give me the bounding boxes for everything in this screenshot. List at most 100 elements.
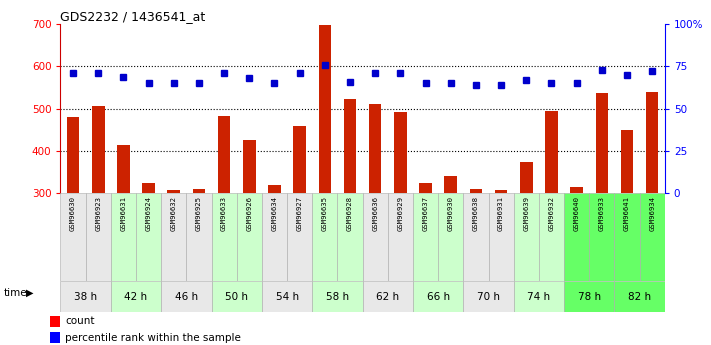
Bar xyxy=(85,193,111,281)
Bar xyxy=(470,189,482,193)
Bar xyxy=(343,99,356,193)
Bar xyxy=(387,193,413,281)
Bar xyxy=(111,281,161,312)
Text: GSM96636: GSM96636 xyxy=(372,196,378,231)
Bar xyxy=(640,193,665,281)
Text: 82 h: 82 h xyxy=(628,292,651,302)
Text: 50 h: 50 h xyxy=(225,292,248,302)
Bar xyxy=(646,92,658,193)
Text: GSM96926: GSM96926 xyxy=(246,196,252,231)
Bar xyxy=(363,281,413,312)
Text: GSM96633: GSM96633 xyxy=(221,196,227,231)
Bar xyxy=(294,126,306,193)
Text: GSM96933: GSM96933 xyxy=(599,196,605,231)
Bar xyxy=(212,193,237,281)
Bar xyxy=(50,332,60,343)
Text: GSM96641: GSM96641 xyxy=(624,196,630,231)
Bar xyxy=(520,161,533,193)
Bar xyxy=(117,145,129,193)
Bar xyxy=(319,26,331,193)
Text: GSM96639: GSM96639 xyxy=(523,196,529,231)
Bar xyxy=(338,193,363,281)
Bar xyxy=(268,185,281,193)
Bar xyxy=(111,193,136,281)
Bar xyxy=(136,193,161,281)
Bar xyxy=(444,176,457,193)
Bar xyxy=(312,281,363,312)
Text: GSM96637: GSM96637 xyxy=(422,196,429,231)
Bar xyxy=(539,193,564,281)
Bar xyxy=(488,193,514,281)
Bar xyxy=(564,193,589,281)
Text: time: time xyxy=(4,288,27,298)
Text: 74 h: 74 h xyxy=(528,292,550,302)
Text: GSM96928: GSM96928 xyxy=(347,196,353,231)
Text: 66 h: 66 h xyxy=(427,292,450,302)
Text: 62 h: 62 h xyxy=(376,292,400,302)
Bar xyxy=(243,140,255,193)
Text: GSM96923: GSM96923 xyxy=(95,196,101,231)
Text: GSM96638: GSM96638 xyxy=(473,196,479,231)
Text: GSM96925: GSM96925 xyxy=(196,196,202,231)
Text: GSM96924: GSM96924 xyxy=(146,196,151,231)
Text: GSM96634: GSM96634 xyxy=(272,196,277,231)
Bar xyxy=(369,105,382,193)
Text: GSM96635: GSM96635 xyxy=(322,196,328,231)
Bar xyxy=(438,193,464,281)
Text: percentile rank within the sample: percentile rank within the sample xyxy=(65,333,241,343)
Bar xyxy=(142,183,155,193)
Bar xyxy=(262,193,287,281)
Text: GSM96630: GSM96630 xyxy=(70,196,76,231)
Text: 42 h: 42 h xyxy=(124,292,148,302)
Bar xyxy=(60,193,85,281)
Text: GSM96930: GSM96930 xyxy=(448,196,454,231)
Text: 38 h: 38 h xyxy=(74,292,97,302)
Text: GSM96931: GSM96931 xyxy=(498,196,504,231)
Text: GSM96640: GSM96640 xyxy=(574,196,579,231)
Bar xyxy=(312,193,338,281)
Bar xyxy=(394,112,407,193)
Bar xyxy=(168,190,180,193)
Bar xyxy=(50,315,60,327)
Text: 58 h: 58 h xyxy=(326,292,349,302)
Bar xyxy=(161,193,186,281)
Bar xyxy=(596,93,608,193)
Bar xyxy=(218,116,230,193)
Text: GSM96932: GSM96932 xyxy=(548,196,555,231)
Text: 70 h: 70 h xyxy=(477,292,500,302)
Bar xyxy=(589,193,614,281)
Bar xyxy=(570,187,583,193)
Bar xyxy=(60,281,111,312)
Bar xyxy=(514,281,564,312)
Bar xyxy=(564,281,614,312)
Text: ▶: ▶ xyxy=(26,288,34,298)
Bar xyxy=(495,190,508,193)
Bar xyxy=(363,193,387,281)
Text: GSM96927: GSM96927 xyxy=(296,196,303,231)
Bar xyxy=(193,189,205,193)
Bar xyxy=(67,117,80,193)
Bar xyxy=(92,106,105,193)
Text: GSM96631: GSM96631 xyxy=(120,196,127,231)
Bar xyxy=(419,183,432,193)
Text: GSM96934: GSM96934 xyxy=(649,196,656,231)
Bar xyxy=(545,111,557,193)
Bar xyxy=(614,281,665,312)
Bar xyxy=(614,193,640,281)
Bar xyxy=(212,281,262,312)
Bar xyxy=(413,193,438,281)
Bar xyxy=(262,281,312,312)
Bar xyxy=(464,193,488,281)
Bar xyxy=(413,281,464,312)
Text: GSM96632: GSM96632 xyxy=(171,196,177,231)
Bar xyxy=(287,193,312,281)
Text: 46 h: 46 h xyxy=(175,292,198,302)
Bar xyxy=(161,281,212,312)
Text: 78 h: 78 h xyxy=(577,292,601,302)
Text: 54 h: 54 h xyxy=(275,292,299,302)
Bar xyxy=(621,130,634,193)
Bar xyxy=(464,281,514,312)
Text: count: count xyxy=(65,316,95,326)
Text: GDS2232 / 1436541_at: GDS2232 / 1436541_at xyxy=(60,10,205,23)
Bar xyxy=(237,193,262,281)
